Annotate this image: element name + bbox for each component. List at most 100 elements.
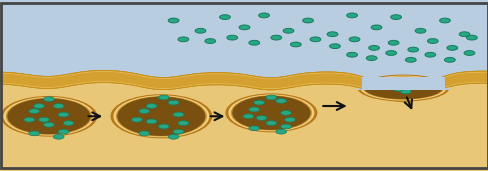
Ellipse shape xyxy=(390,15,401,19)
Ellipse shape xyxy=(168,18,179,23)
Ellipse shape xyxy=(387,40,398,45)
Bar xyxy=(0,150,488,154)
Bar xyxy=(0,26,488,30)
Polygon shape xyxy=(0,72,361,89)
Ellipse shape xyxy=(34,104,44,108)
Ellipse shape xyxy=(168,100,179,105)
Ellipse shape xyxy=(357,75,448,102)
Ellipse shape xyxy=(195,28,205,33)
Bar xyxy=(0,141,488,145)
Ellipse shape xyxy=(168,134,179,139)
Bar xyxy=(0,103,488,107)
Ellipse shape xyxy=(243,114,253,119)
Ellipse shape xyxy=(226,35,237,40)
Ellipse shape xyxy=(43,97,54,102)
Bar xyxy=(0,98,488,103)
Polygon shape xyxy=(0,72,488,100)
Ellipse shape xyxy=(280,124,291,129)
Ellipse shape xyxy=(427,39,437,43)
Ellipse shape xyxy=(24,117,35,122)
Polygon shape xyxy=(0,70,361,90)
Ellipse shape xyxy=(405,57,415,62)
Ellipse shape xyxy=(219,15,230,19)
Ellipse shape xyxy=(39,117,49,122)
Bar xyxy=(0,133,488,137)
Ellipse shape xyxy=(248,40,259,45)
Ellipse shape xyxy=(230,95,311,130)
Ellipse shape xyxy=(232,96,310,130)
Ellipse shape xyxy=(326,32,337,37)
Ellipse shape xyxy=(400,89,410,94)
Ellipse shape xyxy=(0,96,97,137)
Ellipse shape xyxy=(346,52,357,57)
Ellipse shape xyxy=(368,45,379,50)
Ellipse shape xyxy=(275,129,286,134)
Bar xyxy=(0,17,488,21)
Ellipse shape xyxy=(158,124,169,129)
Ellipse shape xyxy=(302,18,313,23)
Polygon shape xyxy=(0,0,488,91)
Ellipse shape xyxy=(29,109,40,114)
Ellipse shape xyxy=(446,45,457,50)
Ellipse shape xyxy=(7,98,90,134)
Ellipse shape xyxy=(329,44,340,49)
Ellipse shape xyxy=(178,121,188,126)
Ellipse shape xyxy=(458,32,469,37)
Ellipse shape xyxy=(290,42,301,47)
Ellipse shape xyxy=(6,98,92,135)
Polygon shape xyxy=(444,72,488,88)
Polygon shape xyxy=(0,70,488,102)
Bar xyxy=(0,68,488,73)
Bar xyxy=(0,47,488,51)
Ellipse shape xyxy=(424,52,435,57)
Ellipse shape xyxy=(146,119,157,124)
Ellipse shape xyxy=(265,95,276,100)
Bar xyxy=(0,73,488,77)
Ellipse shape xyxy=(283,28,293,33)
Bar xyxy=(0,13,488,17)
Ellipse shape xyxy=(390,81,401,86)
Bar xyxy=(0,60,488,171)
Bar xyxy=(0,0,488,4)
Ellipse shape xyxy=(131,117,142,122)
Polygon shape xyxy=(0,72,488,100)
Polygon shape xyxy=(0,71,361,89)
Ellipse shape xyxy=(366,56,376,61)
Bar xyxy=(0,90,488,94)
Ellipse shape xyxy=(173,129,183,134)
Ellipse shape xyxy=(248,107,259,112)
Ellipse shape xyxy=(53,104,64,108)
Ellipse shape xyxy=(58,112,69,117)
Ellipse shape xyxy=(370,25,381,30)
Ellipse shape xyxy=(117,97,205,136)
Bar xyxy=(0,81,488,86)
Bar xyxy=(0,9,488,13)
Ellipse shape xyxy=(385,51,396,55)
Bar xyxy=(0,124,488,128)
Ellipse shape xyxy=(158,95,169,100)
Polygon shape xyxy=(444,71,488,89)
Ellipse shape xyxy=(225,93,317,132)
Bar xyxy=(0,34,488,38)
Bar xyxy=(0,60,488,64)
Ellipse shape xyxy=(444,57,454,62)
Bar xyxy=(0,154,488,158)
Ellipse shape xyxy=(139,131,149,136)
Bar xyxy=(0,86,488,90)
Bar xyxy=(0,4,488,9)
Bar xyxy=(0,94,488,98)
Ellipse shape xyxy=(139,109,149,114)
Ellipse shape xyxy=(43,122,54,127)
Polygon shape xyxy=(0,70,488,102)
Bar xyxy=(0,21,488,26)
Bar xyxy=(0,51,488,56)
Ellipse shape xyxy=(113,95,209,137)
Ellipse shape xyxy=(346,13,357,18)
Ellipse shape xyxy=(385,83,396,88)
Ellipse shape xyxy=(63,121,74,126)
Polygon shape xyxy=(0,71,488,101)
Ellipse shape xyxy=(275,98,286,103)
Ellipse shape xyxy=(364,77,442,99)
Ellipse shape xyxy=(253,100,264,105)
Bar xyxy=(0,145,488,150)
